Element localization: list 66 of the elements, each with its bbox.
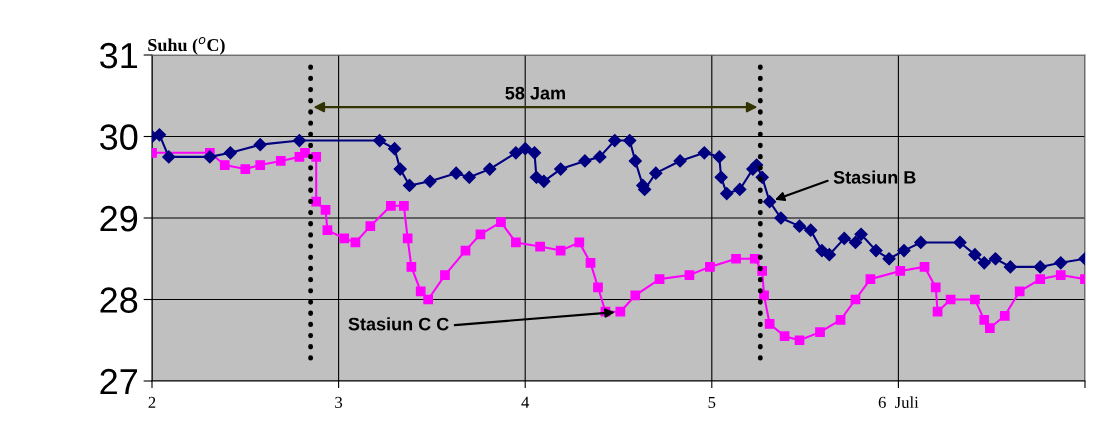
point: [720, 186, 734, 201]
point: [673, 154, 687, 168]
point: [897, 244, 911, 258]
text: Stasiun B: [833, 170, 916, 184]
point: [373, 133, 387, 148]
y-tick-label: 30: [100, 124, 138, 150]
point: [763, 195, 777, 209]
annotation: 58 Jam: [505, 86, 565, 100]
point: [623, 133, 637, 148]
point: [578, 154, 592, 168]
point: [608, 133, 622, 148]
point: [712, 150, 726, 164]
point: [449, 166, 463, 180]
point: [1033, 260, 1047, 274]
point: [162, 150, 176, 164]
point: [914, 235, 928, 250]
point: [253, 138, 267, 152]
point: [1054, 256, 1068, 270]
y-tick-label: 28: [100, 287, 138, 313]
point: [537, 174, 551, 188]
point: [529, 170, 543, 184]
point: [649, 166, 663, 180]
x-tick-label: 5: [708, 396, 716, 409]
point: [483, 162, 497, 176]
point: [203, 150, 217, 164]
series-label: Stasiun C C: [348, 317, 449, 331]
y-tick-label: 27: [100, 368, 137, 395]
point: [869, 244, 883, 258]
point: [387, 142, 402, 156]
point: [593, 150, 607, 164]
x-tick-label: 4: [521, 396, 530, 408]
point: [774, 211, 788, 225]
point: [1003, 260, 1017, 274]
point: [393, 162, 407, 176]
point: [402, 178, 417, 192]
point: [714, 170, 728, 184]
point: [554, 162, 568, 176]
x-tick-label: 6 Juli: [878, 396, 919, 409]
point: [792, 219, 807, 233]
point: [697, 146, 711, 160]
point: [223, 146, 237, 160]
point: [953, 235, 967, 250]
y-tick-label: 29: [100, 205, 138, 232]
point: [423, 174, 437, 188]
point: [988, 252, 1003, 266]
y-tick-label: 31: [100, 42, 138, 69]
point: [518, 142, 532, 156]
point: [882, 252, 896, 266]
point: [462, 170, 476, 184]
point: [804, 223, 818, 237]
point: [968, 248, 982, 262]
point: [292, 133, 307, 148]
point: [854, 227, 868, 241]
point: [628, 154, 642, 168]
y-axis-title: Suhu ($^{o}$C): [148, 36, 225, 55]
x-tick-label: 3: [335, 396, 343, 409]
point: [509, 146, 523, 160]
point: [527, 146, 542, 160]
point: [733, 182, 747, 197]
point: [152, 128, 167, 142]
point: [815, 244, 829, 258]
point: [848, 235, 863, 250]
point: [977, 256, 991, 270]
x-tick-label: 2: [148, 396, 156, 408]
point: [822, 248, 836, 262]
point: [837, 231, 851, 245]
